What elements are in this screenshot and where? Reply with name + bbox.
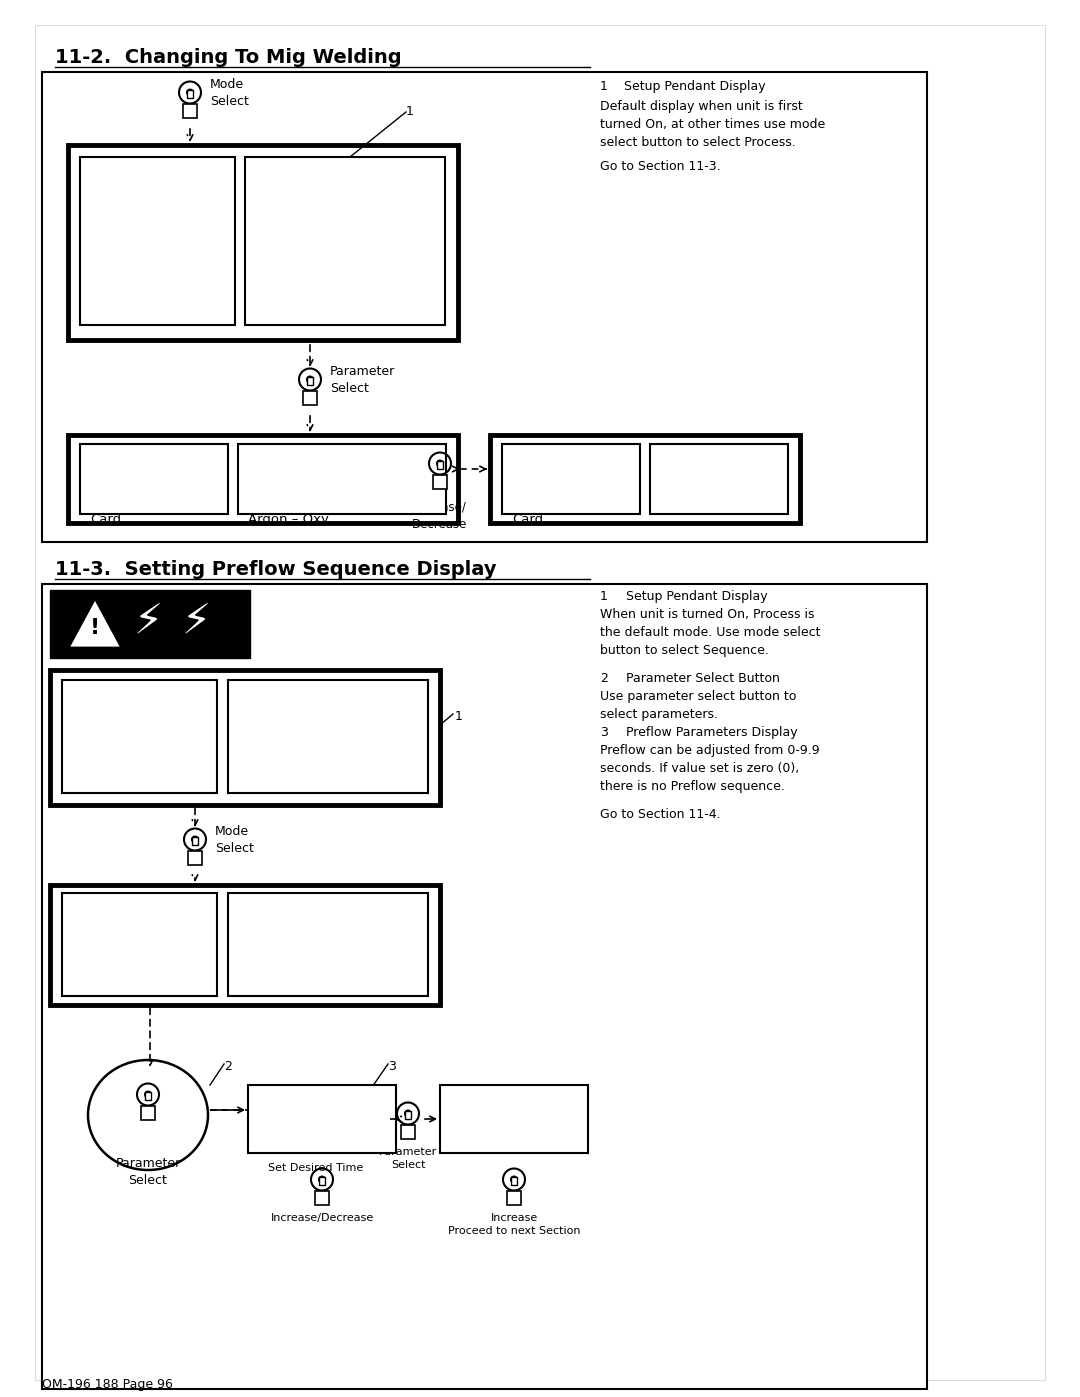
Text: 11-2.  Changing To Mig Welding: 11-2. Changing To Mig Welding bbox=[55, 47, 402, 67]
Text: 1: 1 bbox=[600, 80, 608, 94]
Text: Set Desired Time: Set Desired Time bbox=[268, 1162, 363, 1173]
Circle shape bbox=[319, 1176, 325, 1183]
Text: Parameter
Select: Parameter Select bbox=[379, 1147, 437, 1171]
Text: 3: 3 bbox=[388, 1060, 396, 1073]
Bar bbox=[248, 1085, 396, 1153]
Bar bbox=[42, 584, 927, 1389]
Bar bbox=[303, 391, 318, 405]
Circle shape bbox=[192, 837, 199, 842]
Text: > Preflow
1.2 Sec: > Preflow 1.2 Sec bbox=[448, 1092, 509, 1125]
Bar bbox=[507, 1190, 521, 1204]
Text: Prg 1
> AdaptPulse
035″ Steel
Argon – Oxy: Prg 1 > AdaptPulse 035″ Steel Argon – Ox… bbox=[248, 453, 338, 527]
Text: Go to Section 11-4.: Go to Section 11-4. bbox=[600, 807, 720, 821]
Bar bbox=[440, 1085, 588, 1153]
Text: Parameter
Select: Parameter Select bbox=[116, 1157, 180, 1187]
Bar bbox=[68, 145, 458, 339]
Circle shape bbox=[405, 1111, 411, 1116]
Text: Default display when unit is first
turned On, at other times use mode
select but: Default display when unit is first turne… bbox=[600, 101, 825, 149]
Bar bbox=[188, 851, 202, 865]
Bar bbox=[315, 1190, 329, 1204]
Text: Prg 1
> MIG: Prg 1 > MIG bbox=[660, 453, 701, 486]
Bar bbox=[80, 444, 228, 514]
Text: When unit is turned On, Process is
the default mode. Use mode select
button to s: When unit is turned On, Process is the d… bbox=[600, 608, 821, 657]
Bar bbox=[62, 680, 217, 793]
Text: 1: 1 bbox=[406, 105, 414, 117]
Text: OM-196 188 Page 96: OM-196 188 Page 96 bbox=[42, 1377, 173, 1391]
Text: 3: 3 bbox=[600, 726, 608, 739]
Bar bbox=[405, 1111, 411, 1119]
Text: >Preflow
0.0 Sec: >Preflow 0.0 Sec bbox=[238, 901, 298, 935]
Bar bbox=[68, 434, 458, 522]
Text: ⚡: ⚡ bbox=[133, 599, 163, 643]
Text: !: ! bbox=[90, 617, 100, 638]
Bar bbox=[50, 886, 440, 1004]
Text: Setup Pendant Display: Setup Pendant Display bbox=[612, 80, 766, 94]
Bar bbox=[228, 680, 428, 793]
Text: Mode
Select: Mode Select bbox=[210, 78, 248, 108]
Bar bbox=[141, 1105, 156, 1119]
Text: > Process
Sequence
SharpArc
Card: > Process Sequence SharpArc Card bbox=[90, 453, 156, 527]
Text: > Prg 1
MIG: > Prg 1 MIG bbox=[238, 687, 287, 721]
Bar bbox=[62, 893, 217, 996]
Circle shape bbox=[145, 1091, 151, 1098]
Bar bbox=[502, 444, 640, 514]
Bar bbox=[50, 671, 440, 805]
Text: Preflow Parameters Display: Preflow Parameters Display bbox=[615, 726, 798, 739]
Bar bbox=[245, 156, 445, 326]
Text: ⚡: ⚡ bbox=[181, 599, 211, 643]
Text: Parameter
Select: Parameter Select bbox=[330, 365, 395, 395]
Bar bbox=[511, 1178, 517, 1185]
Bar bbox=[145, 1092, 151, 1099]
Text: >Process
Sequence
SharpArc
Card: >Process Sequence SharpArc Card bbox=[72, 687, 138, 761]
Text: Increase/Decrease: Increase/Decrease bbox=[270, 1213, 374, 1222]
Polygon shape bbox=[68, 598, 122, 648]
Text: Mode
Select: Mode Select bbox=[215, 826, 254, 855]
Bar bbox=[192, 837, 198, 845]
Bar bbox=[42, 73, 927, 542]
Bar bbox=[50, 590, 249, 658]
Text: Increase/
Decrease: Increase/ Decrease bbox=[413, 502, 468, 531]
Text: Setup Pendant Display: Setup Pendant Display bbox=[615, 590, 768, 604]
Bar bbox=[437, 461, 443, 469]
Bar bbox=[401, 1125, 415, 1139]
Text: Increase
Proceed to next Section: Increase Proceed to next Section bbox=[448, 1213, 580, 1236]
Bar bbox=[228, 893, 428, 996]
Circle shape bbox=[436, 460, 443, 467]
Circle shape bbox=[187, 89, 193, 96]
Bar bbox=[319, 1178, 325, 1185]
Text: 11-3.  Setting Preflow Sequence Display: 11-3. Setting Preflow Sequence Display bbox=[55, 560, 497, 578]
Bar bbox=[433, 475, 447, 489]
Text: Preflow
> 0.0 Sec: Preflow > 0.0 Sec bbox=[256, 1092, 318, 1125]
Text: > Process
Sequence
SharpArc
Card: > Process Sequence SharpArc Card bbox=[92, 168, 158, 244]
Bar bbox=[187, 89, 193, 98]
Bar bbox=[490, 434, 800, 522]
Text: > Prg 1
AdaptPulse
035″ Steel
Argon – Oxy: > Prg 1 AdaptPulse 035″ Steel Argon – Ox… bbox=[257, 168, 338, 244]
Text: > Process
Sequence
SharpArc
Card: > Process Sequence SharpArc Card bbox=[512, 453, 578, 527]
Bar bbox=[307, 377, 313, 386]
Text: Preflow can be adjusted from 0-9.9
seconds. If value set is zero (0),
there is n: Preflow can be adjusted from 0-9.9 secon… bbox=[600, 745, 820, 793]
Bar bbox=[80, 156, 235, 326]
Text: Parameter Select Button: Parameter Select Button bbox=[615, 672, 780, 685]
Circle shape bbox=[511, 1176, 517, 1183]
Text: 1: 1 bbox=[455, 710, 463, 724]
Text: 1: 1 bbox=[600, 590, 608, 604]
Bar bbox=[238, 444, 446, 514]
Text: Use parameter select button to
select parameters.: Use parameter select button to select pa… bbox=[600, 690, 796, 721]
Text: Go to Section 11-3.: Go to Section 11-3. bbox=[600, 161, 720, 173]
Text: Process
> Sequence
SharpArc
Card: Process > Sequence SharpArc Card bbox=[72, 901, 153, 974]
Text: 2: 2 bbox=[600, 672, 608, 685]
Bar bbox=[183, 103, 197, 117]
Text: 2: 2 bbox=[224, 1060, 232, 1073]
Circle shape bbox=[307, 376, 313, 383]
Bar bbox=[650, 444, 788, 514]
